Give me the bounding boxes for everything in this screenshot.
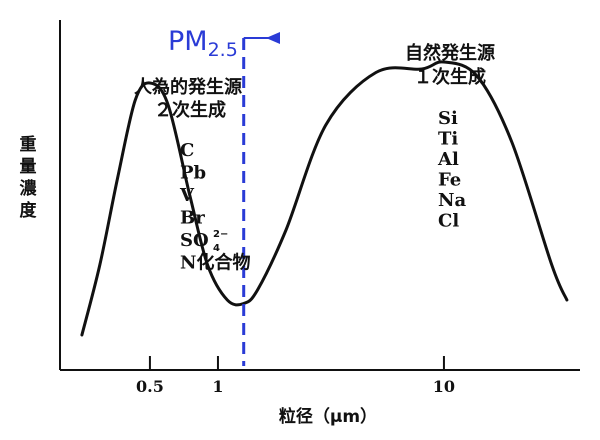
x-tick-label: 1	[212, 377, 223, 396]
y-axis-label-char: 度	[20, 200, 38, 221]
y-axis-label-char: 量	[20, 156, 37, 177]
left-source-subtitle: ２次生成	[154, 99, 226, 121]
y-axis-label-char: 重	[20, 134, 37, 155]
right-element-item: Si	[438, 108, 458, 129]
x-tick-label: 10	[433, 377, 455, 396]
y-axis-label-char: 濃	[20, 178, 38, 199]
x-tick-label: 0.5	[136, 377, 164, 396]
right-element-item: Fe	[438, 170, 461, 191]
left-element-item: C	[180, 140, 194, 161]
left-element-item: Pb	[180, 163, 206, 184]
pm25-arrowhead-icon	[266, 32, 280, 44]
right-element-item: Al	[437, 149, 459, 170]
right-element-item: Ti	[438, 129, 458, 150]
pm25-label: PM2.5	[168, 26, 238, 61]
left-source-title: 人為的発生源	[134, 76, 242, 98]
right-element-item: Na	[438, 190, 466, 211]
left-element-item: Br	[180, 208, 205, 229]
pm25-label-main: PM	[168, 26, 208, 57]
right-element-item: Cl	[438, 211, 459, 232]
right-source-title: 自然発生源	[405, 42, 495, 64]
left-element-item: N化合物	[180, 252, 250, 274]
sulfate-charge: 2−	[213, 229, 228, 240]
left-element-item: V	[179, 185, 195, 206]
sulfate-subscript: 4	[213, 243, 220, 254]
x-axis-label: 粒径（μm）	[279, 406, 377, 427]
left-element-item: SO	[180, 230, 209, 251]
right-source-subtitle: １次生成	[414, 66, 486, 88]
pm25-label-sub: 2.5	[208, 39, 238, 61]
series-line	[80, 60, 569, 337]
